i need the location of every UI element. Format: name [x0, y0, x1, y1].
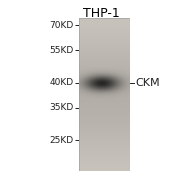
Text: 35KD: 35KD [50, 103, 74, 112]
Text: 70KD: 70KD [50, 21, 74, 30]
Text: 25KD: 25KD [50, 136, 74, 145]
Text: 55KD: 55KD [50, 46, 74, 55]
Text: THP-1: THP-1 [83, 7, 120, 20]
Text: 40KD: 40KD [50, 78, 74, 87]
Text: CKM: CKM [135, 78, 160, 88]
